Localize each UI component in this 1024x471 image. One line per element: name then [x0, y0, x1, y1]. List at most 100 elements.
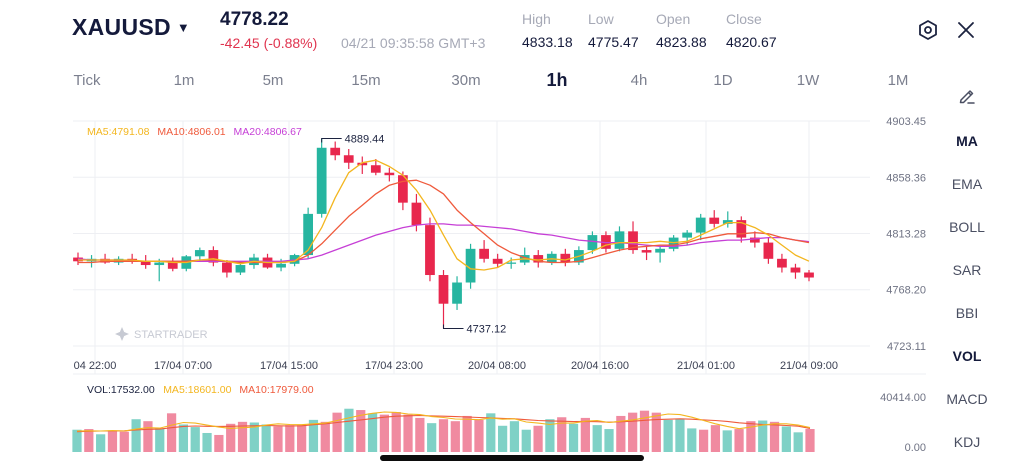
candle: [194, 247, 205, 262]
tab-5m[interactable]: 5m: [262, 72, 284, 89]
candle: [425, 217, 435, 282]
tab-tick[interactable]: Tick: [73, 72, 101, 89]
last-price: 4778.22: [220, 9, 289, 30]
tab-1mo[interactable]: 1M: [887, 72, 909, 89]
stat-label: Open: [656, 11, 691, 27]
time-tick-label: 20/04 16:00: [571, 360, 629, 372]
volume-bar: [675, 419, 685, 452]
price-change: -42.45 (-0.88%): [220, 35, 317, 51]
stat-close: Close 4820.67: [726, 11, 777, 50]
volume-bar: [509, 421, 520, 452]
home-indicator: [380, 455, 644, 461]
volume-bar: [226, 423, 236, 452]
volume-bar: [616, 415, 626, 452]
tab-1h[interactable]: 1h: [546, 70, 568, 90]
candle-body: [330, 147, 341, 156]
volume-bar: [320, 421, 330, 452]
candle-body: [398, 175, 408, 203]
tab-15m[interactable]: 15m: [351, 72, 381, 89]
candle: [777, 253, 787, 273]
candle-body: [208, 250, 219, 263]
candle-body: [167, 262, 178, 269]
volume-bar: [427, 423, 437, 452]
candle-body: [614, 231, 625, 249]
vol-ma5-line: [76, 411, 811, 432]
volume-bar: [746, 421, 756, 452]
tab-1d[interactable]: 1D: [713, 72, 733, 89]
candle: [655, 246, 665, 263]
candle: [465, 243, 476, 289]
candle: [749, 231, 760, 248]
indicator-sar[interactable]: SAR: [952, 262, 982, 278]
candle-body: [736, 220, 747, 238]
candle: [303, 207, 314, 259]
stat-label: Close: [726, 11, 762, 27]
candle-body: [804, 272, 814, 278]
candle-body: [357, 162, 368, 166]
volume-bar: [651, 412, 661, 452]
quote-header: XAUUSD ▼ 4778.22 -42.45 (-0.88%) 04/21 0…: [0, 0, 1024, 64]
draw-pen-icon[interactable]: [953, 81, 981, 109]
indicator-vol[interactable]: VOL: [952, 348, 982, 364]
volume-bar: [178, 424, 189, 452]
price-chart[interactable]: 4903.45 4858.36 4813.28 4768.20 4723.11 04 22…: [0, 112, 930, 457]
candle-body: [479, 248, 489, 259]
volume-bar: [415, 417, 425, 452]
candle-body: [276, 263, 286, 268]
indicator-bbi[interactable]: BBI: [955, 305, 979, 321]
candle-body: [533, 255, 544, 263]
price-tick-label: 4723.11: [887, 341, 926, 353]
candle: [222, 260, 232, 278]
volume-bar: [722, 430, 732, 452]
volume-bar: [403, 414, 413, 452]
volume-bar: [143, 421, 153, 452]
time-tick-label: 20/04 08:00: [468, 360, 526, 372]
volume-bar: [450, 421, 460, 452]
candle-body: [655, 248, 665, 253]
interval-tabs: Tick 1m 5m 15m 30m 1h 4h 1D 1W 1M: [0, 66, 940, 96]
candle-body: [154, 262, 165, 266]
volume-bar: [72, 429, 82, 452]
candle: [343, 149, 354, 169]
candle-body: [343, 155, 354, 163]
candle: [587, 231, 598, 254]
candle: [722, 211, 733, 228]
close-icon[interactable]: [952, 16, 980, 44]
candle: [628, 221, 638, 254]
settings-hexagon-icon[interactable]: [914, 16, 942, 44]
indicator-macd[interactable]: MACD: [946, 391, 988, 407]
candle: [533, 250, 544, 268]
indicator-ma[interactable]: MA: [956, 133, 978, 149]
volume-bar: [273, 426, 283, 452]
candle: [804, 270, 814, 282]
volume-bar: [285, 425, 295, 452]
indicator-boll[interactable]: BOLL: [949, 219, 985, 235]
high-annotation-line: [321, 137, 342, 143]
candle-body: [222, 262, 232, 273]
indicator-kdj[interactable]: KDJ: [953, 434, 981, 450]
candle-body: [506, 262, 517, 264]
tab-30m[interactable]: 30m: [451, 72, 481, 89]
volume-bar: [628, 412, 638, 452]
symbol-name: XAUUSD: [72, 14, 171, 40]
tab-4h[interactable]: 4h: [630, 72, 648, 89]
candle-body: [438, 275, 449, 304]
symbol-selector[interactable]: XAUUSD ▼: [72, 14, 190, 41]
change-value: -42.45: [220, 35, 260, 51]
volume-bar: [639, 410, 650, 452]
candle-body: [682, 232, 693, 238]
volume-bar: [166, 413, 177, 452]
stat-low: Low 4775.47: [588, 11, 639, 50]
high-annotation-label: 4889.44: [345, 133, 385, 145]
stat-value: 4823.88: [656, 34, 707, 50]
tab-1w[interactable]: 1W: [796, 72, 820, 89]
candle: [370, 158, 381, 176]
tab-1m[interactable]: 1m: [173, 72, 195, 89]
candle-body: [194, 250, 205, 257]
volume-bar: [769, 421, 780, 452]
volume-bar: [190, 427, 200, 452]
indicator-ema[interactable]: EMA: [951, 176, 983, 192]
volume-tick-label: 40414.00: [880, 392, 926, 404]
low-annotation-label: 4737.12: [467, 324, 507, 336]
candle: [763, 237, 774, 264]
